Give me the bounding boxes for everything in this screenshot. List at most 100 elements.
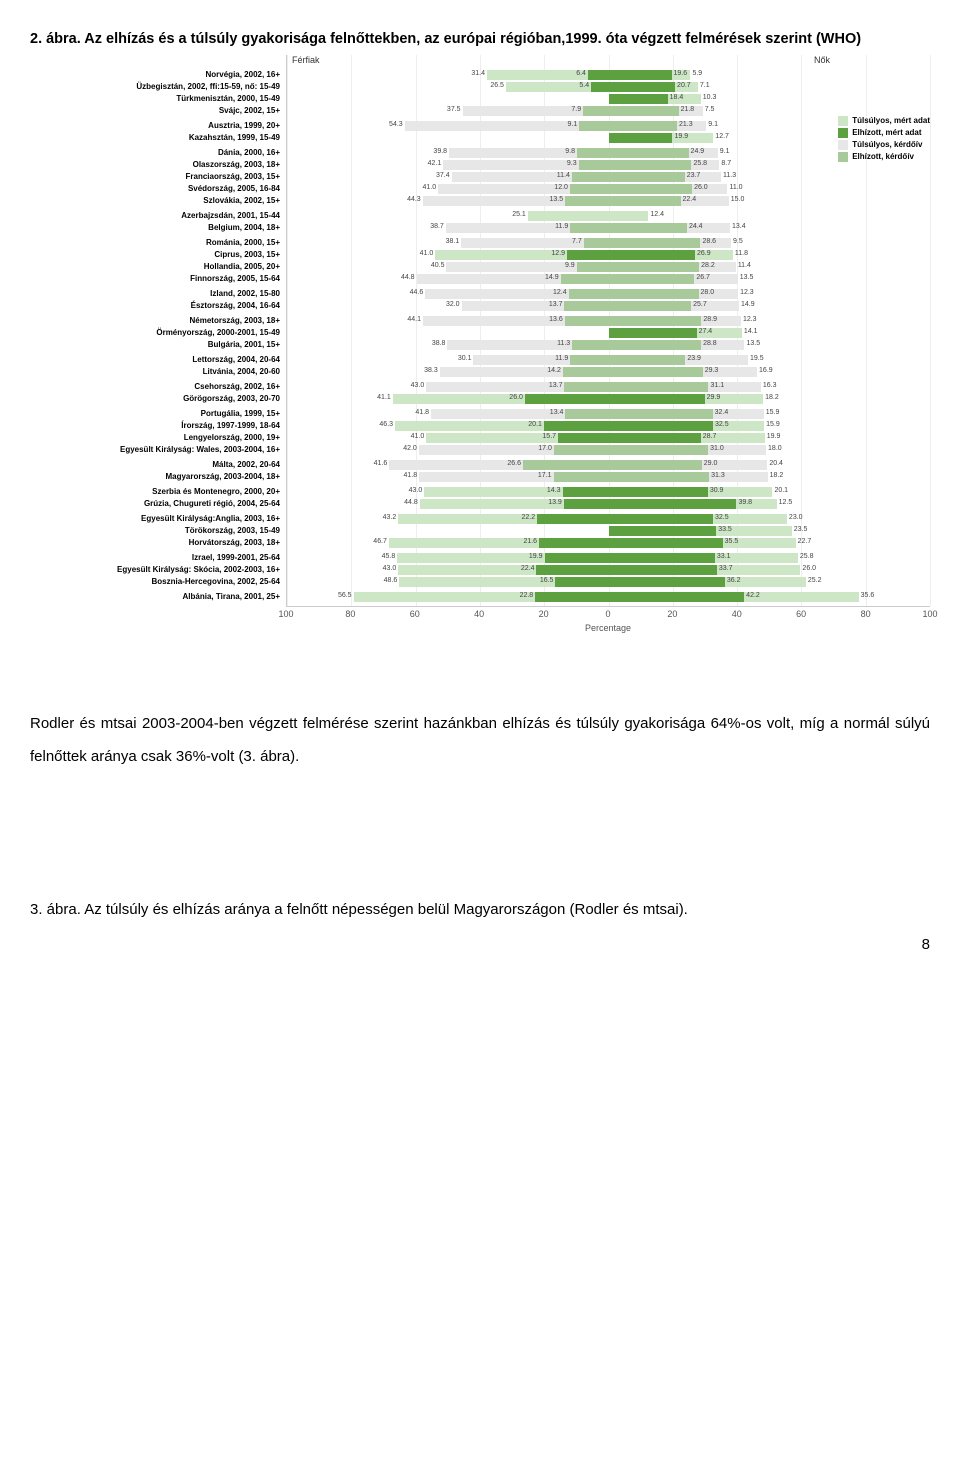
country-label: Észtország, 2004, 16-64 — [30, 300, 280, 312]
chart-bar-row: 7.738.128.69.5 — [287, 237, 930, 249]
country-label: Albánia, Tirana, 2001, 25+ — [30, 591, 280, 603]
country-label: Örményország, 2000-2001, 15-49 — [30, 327, 280, 339]
x-axis-tick: 80 — [861, 609, 871, 619]
country-label: Dánia, 2000, 16+ — [30, 147, 280, 159]
chart-bar-row: 14.343.030.920.1 — [287, 486, 930, 498]
chart-bar-row: 12.041.026.011.0 — [287, 183, 930, 195]
country-label: Svájc, 2002, 15+ — [30, 105, 280, 117]
country-label: Finnország, 2005, 15-64 — [30, 273, 280, 285]
chart-bar-row: 9.839.824.99.1 — [287, 147, 930, 159]
legend-item: Túlsúlyos, kérdőív — [838, 139, 930, 151]
country-label: Románia, 2000, 15+ — [30, 237, 280, 249]
x-axis-tick: 60 — [410, 609, 420, 619]
gender-label-right: Nők — [814, 55, 830, 65]
country-label: Azerbajzsdán, 2001, 15-44 — [30, 210, 280, 222]
chart-bar-row: 6.431.419.65.9 — [287, 69, 930, 81]
country-label: Szerbia és Montenegro, 2000, 20+ — [30, 486, 280, 498]
chart-bar-row: 13.944.839.812.5 — [287, 498, 930, 510]
legend-label: Elhízott, kérdőív — [852, 151, 914, 163]
chart-bar-row: 19.945.833.125.8 — [287, 552, 930, 564]
chart-bar-row: 19.912.7 — [287, 132, 930, 144]
country-label: Olaszország, 2003, 18+ — [30, 159, 280, 171]
chart-bar-row: 7.937.521.87.5 — [287, 105, 930, 117]
country-label: Szlovákia, 2002, 15+ — [30, 195, 280, 207]
country-label: Portugália, 1999, 15+ — [30, 408, 280, 420]
country-label: Magyarország, 2003-2004, 18+ — [30, 471, 280, 483]
x-axis-tick: 100 — [278, 609, 293, 619]
country-label: Egyesült Királyság: Wales, 2003-2004, 16… — [30, 444, 280, 456]
x-axis-tick: 60 — [796, 609, 806, 619]
country-label: Svédország, 2005, 16-84 — [30, 183, 280, 195]
x-axis-tick: 0 — [605, 609, 610, 619]
chart-bar-row: 27.414.1 — [287, 327, 930, 339]
chart-plot-area: Férfiak Nők 6.431.419.65.95.426.520.77.1… — [286, 55, 930, 607]
chart-title: 2. ábra. Az elhízás és a túlsúly gyakori… — [30, 30, 930, 49]
country-label: Belgium, 2004, 18+ — [30, 222, 280, 234]
chart-bar-row: 21.646.735.522.7 — [287, 537, 930, 549]
x-axis-tick: 40 — [732, 609, 742, 619]
country-label: Hollandia, 2005, 20+ — [30, 261, 280, 273]
chart-bar-row: 14.944.826.713.5 — [287, 273, 930, 285]
legend-label: Túlsúlyos, mért adat — [852, 115, 930, 127]
gender-label-left: Férfiak — [292, 55, 320, 65]
chart-container: Norvégia, 2002, 16+Üzbegisztán, 2002, ff… — [30, 55, 930, 637]
chart-bar-row: 5.426.520.77.1 — [287, 81, 930, 93]
chart-bar-row: 9.154.321.39.1 — [287, 120, 930, 132]
chart-bar-row: 16.548.636.225.2 — [287, 576, 930, 588]
chart-bar-row: 13.544.322.415.0 — [287, 195, 930, 207]
country-label: Kazahsztán, 1999, 15-49 — [30, 132, 280, 144]
country-label: Norvégia, 2002, 16+ — [30, 69, 280, 81]
legend-swatch — [838, 152, 848, 162]
chart-bar-row: 13.732.025.714.9 — [287, 300, 930, 312]
chart-bar-row: 20.146.332.515.9 — [287, 420, 930, 432]
country-label: Görögország, 2003, 20-70 — [30, 393, 280, 405]
chart-bar-row: 22.856.542.235.6 — [287, 591, 930, 603]
chart-bar-row: 25.112.4 — [287, 210, 930, 222]
body-paragraph: Rodler és mtsai 2003-2004-ben végzett fe… — [30, 707, 930, 773]
page-number: 8 — [30, 936, 930, 953]
country-label: Málta, 2002, 20-64 — [30, 459, 280, 471]
chart-bar-row: 11.437.423.711.3 — [287, 171, 930, 183]
country-label: Csehország, 2002, 16+ — [30, 381, 280, 393]
country-label: Egyesült Királyság:Anglia, 2003, 16+ — [30, 513, 280, 525]
x-axis: 10080604020020406080100Percentage — [286, 607, 930, 637]
x-axis-tick: 40 — [474, 609, 484, 619]
country-label: Törökország, 2003, 15-49 — [30, 525, 280, 537]
chart-bar-row: 13.743.031.116.3 — [287, 381, 930, 393]
chart-bar-row: 14.238.329.316.9 — [287, 366, 930, 378]
country-label: Horvátország, 2003, 18+ — [30, 537, 280, 549]
country-label: Németország, 2003, 18+ — [30, 315, 280, 327]
chart-bar-row: 15.741.028.719.9 — [287, 432, 930, 444]
x-axis-tick: 20 — [667, 609, 677, 619]
legend-item: Túlsúlyos, mért adat — [838, 115, 930, 127]
x-axis-tick: 20 — [539, 609, 549, 619]
country-label: Grúzia, Chugureti régió, 2004, 25-64 — [30, 498, 280, 510]
x-axis-tick: 80 — [345, 609, 355, 619]
chart-bar-row: 17.141.831.318.2 — [287, 471, 930, 483]
country-label: Lengyelország, 2000, 19+ — [30, 432, 280, 444]
country-label: Türkmenisztán, 2000, 15-49 — [30, 93, 280, 105]
country-label: Üzbegisztán, 2002, ffi:15-59, nő: 15-49 — [30, 81, 280, 93]
chart-bar-row: 22.443.033.726.0 — [287, 564, 930, 576]
country-label: Lettország, 2004, 20-64 — [30, 354, 280, 366]
country-label: Izrael, 1999-2001, 25-64 — [30, 552, 280, 564]
chart-bar-row: 33.523.5 — [287, 525, 930, 537]
x-axis-label: Percentage — [585, 623, 631, 633]
chart-bar-row: 26.641.629.020.4 — [287, 459, 930, 471]
chart-bar-row: 11.930.123.919.5 — [287, 354, 930, 366]
chart-bar-row: 13.644.128.912.3 — [287, 315, 930, 327]
x-axis-tick: 100 — [922, 609, 937, 619]
country-label: Írország, 1997-1999, 18-64 — [30, 420, 280, 432]
chart-bar-row: 9.940.528.211.4 — [287, 261, 930, 273]
legend-swatch — [838, 140, 848, 150]
country-label: Litvánia, 2004, 20-60 — [30, 366, 280, 378]
country-label: Izland, 2002, 15-80 — [30, 288, 280, 300]
chart-bar-row: 18.410.3 — [287, 93, 930, 105]
country-label: Ausztria, 1999, 20+ — [30, 120, 280, 132]
chart-bar-row: 13.441.832.415.9 — [287, 408, 930, 420]
chart-bar-row: 12.444.628.012.3 — [287, 288, 930, 300]
chart-bar-row: 11.938.724.413.4 — [287, 222, 930, 234]
y-axis-labels: Norvégia, 2002, 16+Üzbegisztán, 2002, ff… — [30, 55, 286, 607]
legend-item: Elhízott, mért adat — [838, 127, 930, 139]
legend-swatch — [838, 128, 848, 138]
